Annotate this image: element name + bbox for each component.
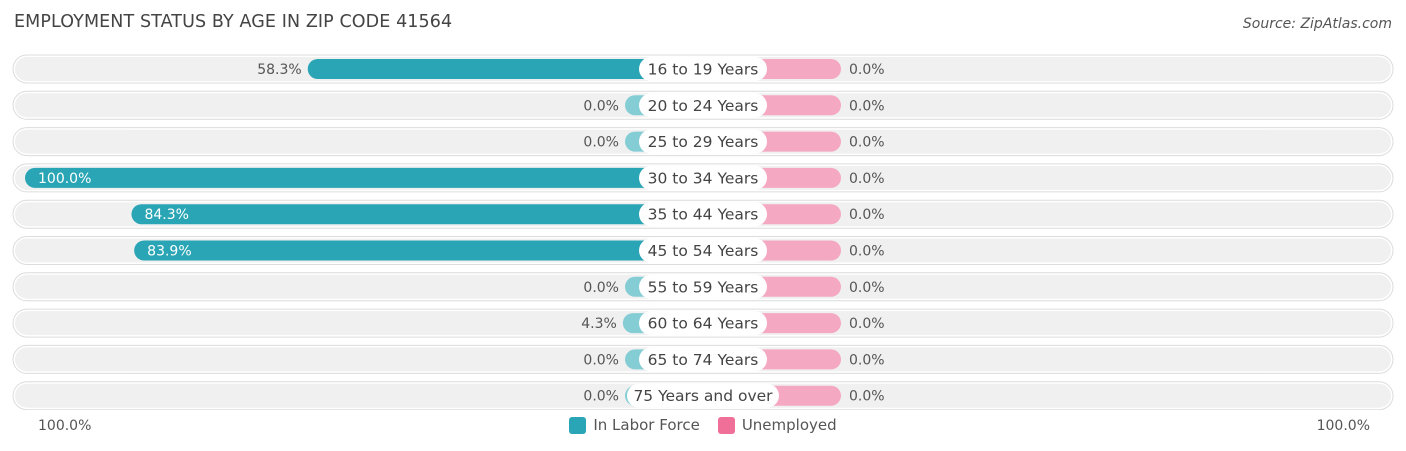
- category-label: 25 to 29 Years: [648, 133, 759, 151]
- category-label: 30 to 34 Years: [648, 169, 759, 187]
- category-label: 45 to 54 Years: [648, 242, 759, 260]
- data-label-unemployed: 0.0%: [849, 171, 885, 187]
- category-pill: [639, 57, 767, 81]
- data-label-labor-force: 0.0%: [583, 352, 619, 368]
- chart-canvas: 58.3% 0.0% 16 to 19 Years 0.0% 0.0% 20 to 24 …: [12, 54, 1394, 410]
- category-label: 35 to 44 Years: [648, 206, 759, 224]
- category-label: 20 to 24 Years: [648, 97, 759, 115]
- data-label-labor-force: 0.0%: [583, 135, 619, 151]
- category-label: 75 Years and over: [633, 387, 773, 405]
- legend-label-unemployed: Unemployed: [741, 416, 837, 434]
- category-label: 60 to 64 Years: [648, 315, 759, 333]
- category-pill: [639, 347, 767, 372]
- category-pill: [639, 129, 767, 154]
- legend-swatch-unemployed: [717, 416, 735, 434]
- data-label-unemployed: 0.0%: [849, 280, 885, 296]
- bar-labor-force: [134, 240, 703, 261]
- data-label-unemployed: 0.0%: [849, 62, 885, 78]
- data-label-labor-force: 84.3%: [144, 207, 188, 223]
- data-label-unemployed: 0.0%: [849, 316, 885, 332]
- category-label: 16 to 19 Years: [648, 61, 759, 79]
- legend-item-labor-force: In Labor Force: [569, 416, 700, 434]
- data-label-labor-force: 100.0%: [38, 171, 91, 187]
- legend-swatch-labor-force: [569, 416, 587, 434]
- data-label-unemployed: 0.0%: [849, 98, 885, 114]
- category-pill: [639, 202, 767, 227]
- bar-labor-force: [25, 167, 703, 188]
- legend: In Labor Force Unemployed: [0, 416, 1406, 434]
- legend-label-labor-force: In Labor Force: [593, 416, 700, 434]
- category-pill: [627, 383, 779, 408]
- data-label-labor-force: 0.0%: [583, 389, 619, 405]
- category-pill: [639, 311, 767, 336]
- category-label: 65 to 74 Years: [648, 351, 759, 369]
- category-pill: [639, 165, 767, 190]
- data-label-labor-force: 83.9%: [147, 244, 191, 260]
- data-label-unemployed: 0.0%: [849, 135, 885, 151]
- data-label-unemployed: 0.0%: [849, 244, 885, 260]
- category-pill: [639, 93, 767, 118]
- data-label-unemployed: 0.0%: [849, 207, 885, 223]
- axis-right-label: 100.0%: [1316, 418, 1370, 434]
- axis-left-label: 100.0%: [38, 418, 92, 434]
- legend-item-unemployed: Unemployed: [717, 416, 837, 434]
- data-label-labor-force: 0.0%: [583, 98, 619, 114]
- data-label-unemployed: 0.0%: [849, 352, 885, 368]
- chart-title: EMPLOYMENT STATUS BY AGE IN ZIP CODE 415…: [14, 12, 453, 32]
- bar-labor-force: [131, 204, 704, 225]
- source-note: Source: ZipAtlas.com: [1242, 16, 1392, 32]
- category-pill: [639, 274, 767, 299]
- data-label-labor-force: 0.0%: [583, 280, 619, 296]
- data-label-unemployed: 0.0%: [849, 389, 885, 405]
- category-pill: [639, 238, 767, 263]
- bar-labor-force: [307, 59, 703, 79]
- category-label: 55 to 59 Years: [648, 278, 759, 296]
- data-label-labor-force: 4.3%: [581, 316, 617, 332]
- data-label-labor-force: 58.3%: [257, 62, 301, 78]
